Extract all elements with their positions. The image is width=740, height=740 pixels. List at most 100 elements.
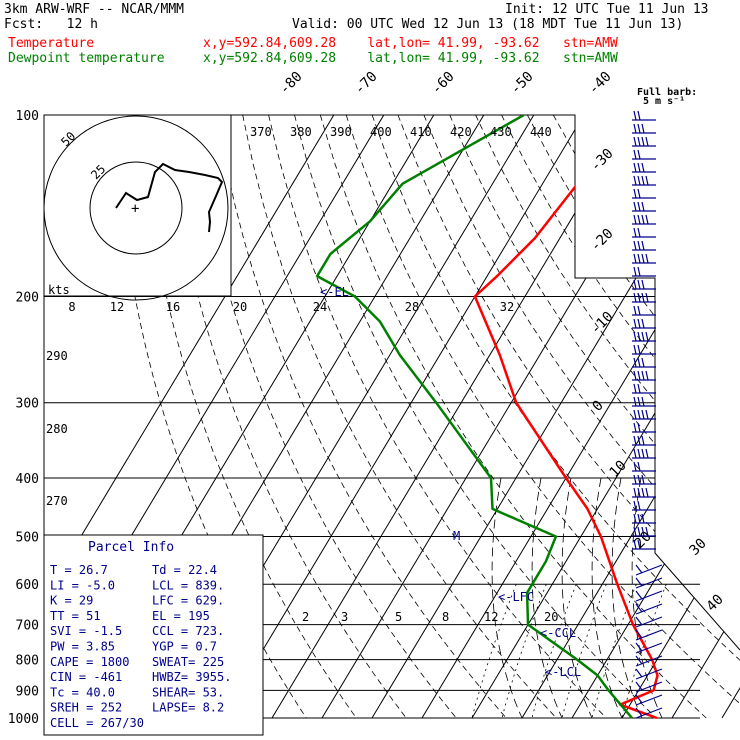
parcel-info-left: CIN = -461 — [50, 670, 122, 684]
wind-barb — [632, 240, 656, 251]
parcel-info-left: LI = -5.0 — [50, 578, 115, 592]
wind-barb-flag — [637, 383, 641, 394]
parcel-info-right: HWBZ= 3955. — [152, 670, 231, 684]
wind-barb-flag — [633, 409, 637, 420]
isotherm-line — [321, 115, 740, 719]
dry-adiabat-line — [449, 115, 740, 719]
wind-barb-staff — [635, 681, 663, 693]
wind-barb-flag — [633, 279, 637, 290]
wind-barb-flag — [641, 318, 645, 329]
level-marker-tick: M — [453, 529, 460, 543]
dry-adiabat-line — [345, 115, 740, 719]
parcel-info-left: K = 29 — [50, 594, 93, 608]
wind-barb-flag — [633, 474, 637, 485]
forecast-hour: Fcst: 12 h — [4, 17, 98, 32]
dry-adiabat-line — [294, 115, 657, 719]
wind-barb-flag — [637, 357, 641, 368]
wind-barb-flag — [637, 409, 641, 420]
parcel-info-left: CAPE = 1800 — [50, 655, 129, 669]
wind-barb-flag — [641, 123, 645, 134]
wind-barb — [632, 357, 656, 368]
wind-barb-flag — [633, 396, 637, 407]
mixing-ratio-line — [471, 584, 517, 719]
wind-barb-flag — [637, 370, 641, 381]
moist-adiabat-line — [591, 477, 623, 719]
wind-barb-flag — [645, 448, 649, 459]
wind-barb-flag — [635, 629, 643, 639]
isotherm-line — [471, 115, 740, 719]
parcel-info-right: EL = 195 — [152, 609, 210, 623]
wind-barb-flag — [637, 422, 641, 433]
wind-barb-flag — [641, 396, 645, 407]
wind-barb-flag — [645, 487, 649, 498]
wind-barb — [632, 331, 656, 342]
moist-adiabat-line — [561, 477, 593, 719]
wind-barb-flag — [637, 214, 641, 225]
theta-e-label: 380 — [290, 125, 312, 139]
wind-barb-flag — [641, 487, 645, 498]
parcel-info-box — [43, 534, 264, 736]
wind-barb-flag — [633, 513, 637, 524]
wind-barb-flag — [633, 123, 637, 134]
wind-barb-flag — [633, 305, 637, 316]
parcel-info-left: PW = 3.85 — [50, 640, 115, 654]
wind-barb-flag — [637, 175, 641, 186]
wind-barb-flag — [637, 513, 641, 524]
parcel-info-left: T = 26.7 — [50, 563, 108, 577]
wind-barb — [632, 292, 656, 303]
wind-barb-flag — [633, 240, 637, 251]
temperature-legend: Temperature — [8, 36, 95, 51]
level-marker: <-LFC — [498, 590, 534, 604]
theta-e-label: 440 — [530, 125, 552, 139]
wind-barb-flag — [645, 136, 649, 147]
mixing-scale-label: 20 — [233, 300, 247, 314]
pressure-tick-label: 700 — [16, 619, 39, 634]
wind-barb — [635, 655, 663, 667]
wind-barb-flag — [637, 448, 641, 459]
wind-barb — [632, 487, 656, 498]
wind-barb-staff — [635, 590, 663, 602]
wind-barb — [635, 577, 663, 589]
wind-barb-flag — [637, 435, 641, 446]
hodograph-origin: + — [131, 201, 139, 217]
wind-barb-flag — [641, 526, 645, 537]
isotherm-label: -80 — [277, 69, 306, 98]
wind-barb — [632, 422, 656, 433]
wind-barb-flag — [637, 227, 641, 238]
mixing-ratio-label: 12 — [484, 610, 498, 624]
wind-barb-flag — [645, 409, 649, 420]
mixing-ratio-label: 8 — [442, 610, 449, 624]
wind-barb-flag — [637, 110, 641, 121]
wind-barb-staff — [635, 629, 663, 641]
wind-barb-flag — [637, 279, 641, 290]
hodograph-ring-25 — [89, 161, 183, 255]
wind-barb — [632, 474, 656, 485]
dry-adiabat-line — [242, 115, 557, 719]
wind-barb-flag — [645, 214, 649, 225]
dry-adiabat-line — [552, 115, 740, 719]
wind-legend-unit: 5 m s⁻¹ — [643, 96, 685, 107]
wind-barb-flag — [633, 448, 637, 459]
wind-barb-flag — [637, 266, 641, 277]
wind-barb-flag — [633, 461, 637, 472]
theta-e-label: 390 — [330, 125, 352, 139]
pressure-tick-label: 100 — [16, 109, 39, 124]
wind-barb-staff — [635, 668, 663, 680]
wind-barb-flag — [635, 577, 643, 587]
level-marker: <-LCL — [545, 665, 581, 679]
theta-label: 270 — [46, 494, 68, 508]
hodograph-speed-unit: kts — [48, 283, 70, 297]
wind-barb-staff — [635, 564, 663, 576]
dry-adiabat-line — [423, 115, 740, 719]
wind-barb-flag — [633, 487, 637, 498]
plot-border — [44, 114, 740, 651]
isotherm-label: -50 — [508, 69, 537, 98]
wind-barb-flag — [633, 175, 637, 186]
wind-barb — [632, 149, 656, 160]
wind-barb — [632, 227, 656, 238]
wind-barb-flag — [641, 357, 645, 368]
wind-barb — [632, 318, 656, 329]
init-time: Init: 12 UTC Tue 11 Jun 13 — [505, 2, 709, 17]
wind-barb — [632, 136, 656, 147]
parcel-info-title: Parcel Info — [88, 540, 174, 555]
